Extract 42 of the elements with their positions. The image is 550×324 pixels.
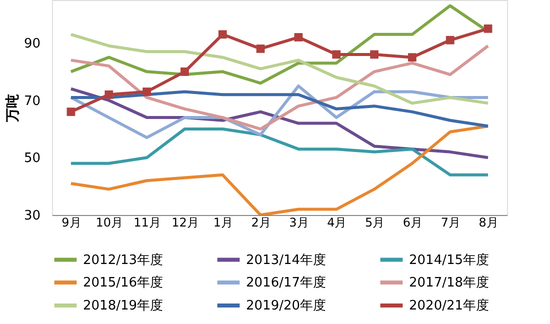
x-tick-label: 1月 bbox=[213, 216, 233, 230]
y-tick-label: 70 bbox=[24, 94, 40, 109]
point bbox=[104, 90, 114, 99]
point bbox=[142, 88, 151, 96]
legend-label: 2018/19年度 bbox=[83, 298, 164, 314]
legend-label: 2012/13年度 bbox=[83, 252, 164, 268]
y-tick-label: 30 bbox=[24, 208, 40, 224]
line-series bbox=[69, 124, 490, 215]
point bbox=[66, 108, 76, 116]
legend-label: 2013/14年度 bbox=[246, 252, 326, 268]
x-tick-label: 5月 bbox=[364, 216, 385, 230]
y-axis-title: 万吨 bbox=[4, 94, 21, 123]
point bbox=[218, 30, 227, 39]
y-tick-label: 50 bbox=[24, 151, 40, 166]
y-tick-label: 90 bbox=[24, 36, 40, 52]
line-series bbox=[69, 128, 490, 176]
x-tick-label: 2月 bbox=[251, 216, 271, 230]
x-tick-label: 11月 bbox=[134, 216, 161, 230]
point bbox=[332, 50, 341, 59]
line-series bbox=[69, 44, 490, 130]
legend-label: 2016/17年度 bbox=[246, 274, 326, 290]
point bbox=[256, 44, 265, 53]
x-tick-label: 10月 bbox=[96, 216, 124, 230]
x-tick-label: 7月 bbox=[440, 216, 460, 230]
legend-label: 2020/21年度 bbox=[409, 298, 490, 314]
point bbox=[294, 33, 303, 42]
point bbox=[446, 36, 454, 44]
x-tick-label: 8月 bbox=[478, 216, 498, 230]
point bbox=[484, 24, 492, 33]
line-series bbox=[69, 32, 490, 105]
x-tick-label: 12月 bbox=[172, 216, 199, 230]
legend-label: 2014/15年度 bbox=[409, 252, 490, 268]
legend-label: 2019/20年度 bbox=[246, 298, 326, 314]
legend-label: 2017/18年度 bbox=[409, 274, 490, 290]
x-tick-label: 4月 bbox=[327, 216, 347, 230]
point bbox=[408, 53, 416, 62]
x-tick-label: 9月 bbox=[62, 216, 82, 230]
x-tick-label: 6月 bbox=[402, 216, 423, 230]
x-tick-label: 3月 bbox=[289, 216, 309, 230]
legend-label: 2015/16年度 bbox=[83, 274, 164, 290]
point bbox=[180, 67, 189, 76]
point bbox=[370, 50, 378, 59]
